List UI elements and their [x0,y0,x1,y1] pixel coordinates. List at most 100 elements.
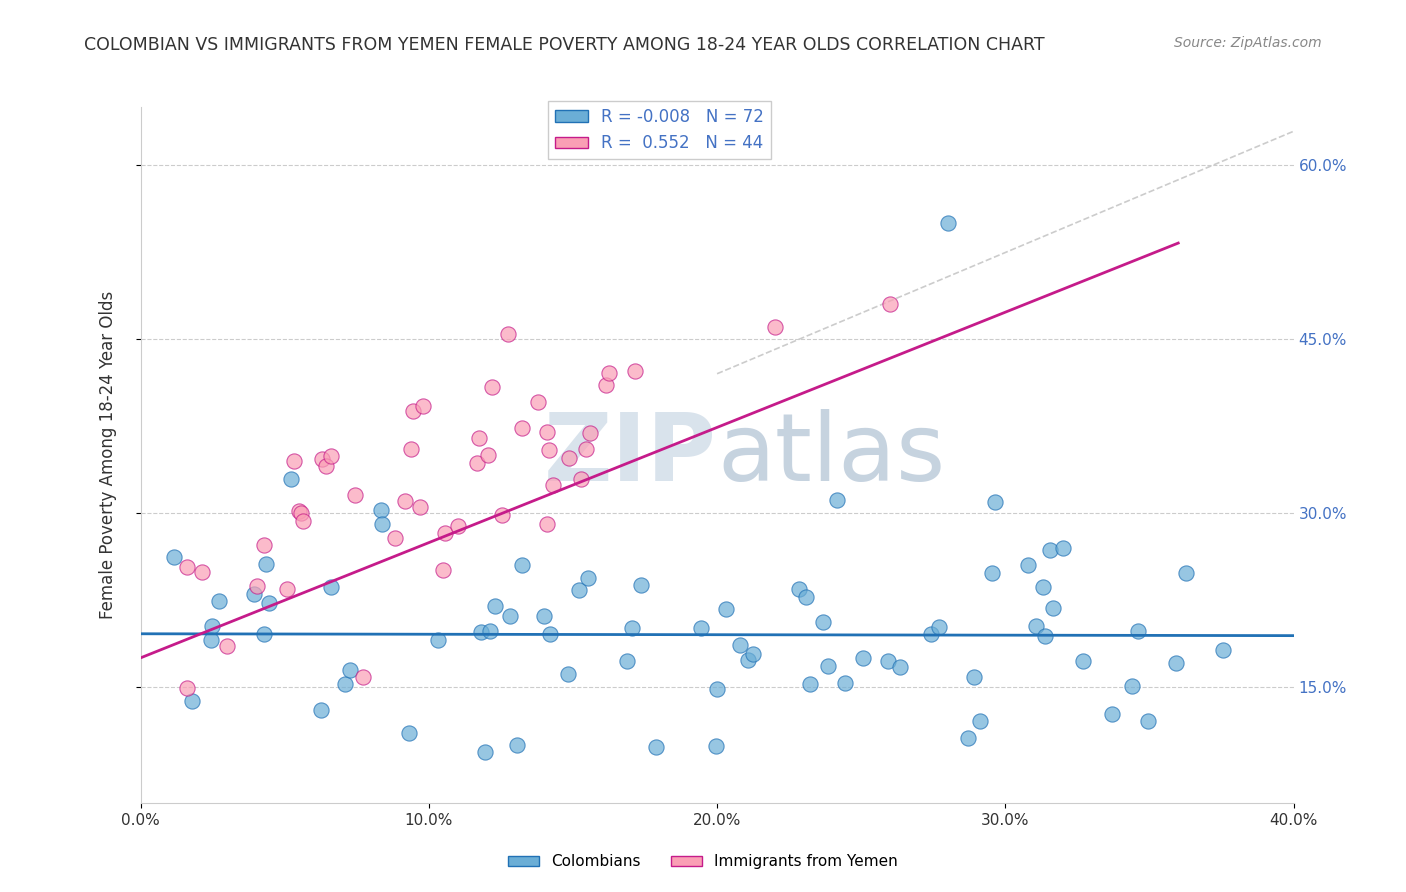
Immigrants from Yemen [432,563,454,577]
Text: ZIP: ZIP [544,409,717,501]
Colombians [510,558,533,573]
Colombians [1121,679,1143,693]
Colombians [936,216,959,230]
Colombians [963,670,986,684]
Colombians [254,557,277,571]
Immigrants from Yemen [176,560,198,574]
Colombians [319,580,342,594]
Immigrants from Yemen [498,326,520,341]
Colombians [714,601,737,615]
Colombians [704,739,727,753]
Colombians [787,582,810,596]
Colombians [706,682,728,697]
Colombians [1017,558,1039,573]
Immigrants from Yemen [879,297,901,311]
Colombians [484,599,506,613]
Immigrants from Yemen [538,443,561,458]
Colombians [257,596,280,610]
Colombians [180,694,202,708]
Immigrants from Yemen [291,514,314,528]
Immigrants from Yemen [623,364,645,378]
Colombians [339,663,361,677]
Colombians [728,638,751,652]
Colombians [956,731,979,745]
Colombians [200,633,222,648]
Colombians [1042,600,1064,615]
Immigrants from Yemen [595,378,617,392]
Immigrants from Yemen [311,452,333,467]
Immigrants from Yemen [558,450,581,465]
Colombians [645,739,668,754]
Colombians [335,677,357,691]
Immigrants from Yemen [491,508,513,523]
Colombians [470,624,492,639]
Colombians [1175,566,1198,580]
Colombians [1101,706,1123,721]
Colombians [280,472,302,486]
Colombians [253,626,276,640]
Immigrants from Yemen [315,459,337,474]
Immigrants from Yemen [399,442,422,456]
Colombians [479,624,502,639]
Colombians [243,587,266,601]
Immigrants from Yemen [481,380,503,394]
Immigrants from Yemen [176,681,198,695]
Immigrants from Yemen [763,320,786,334]
Immigrants from Yemen [352,669,374,683]
Y-axis label: Female Poverty Among 18-24 Year Olds: Female Poverty Among 18-24 Year Olds [98,291,117,619]
Colombians [1033,630,1056,644]
Immigrants from Yemen [191,565,214,579]
Immigrants from Yemen [394,494,416,508]
Immigrants from Yemen [510,421,533,435]
Immigrants from Yemen [569,472,592,486]
Immigrants from Yemen [215,639,238,653]
Immigrants from Yemen [319,449,342,463]
Colombians [1052,541,1074,555]
Colombians [630,578,652,592]
Text: Source: ZipAtlas.com: Source: ZipAtlas.com [1174,36,1322,50]
Colombians [799,677,821,691]
Colombians [621,621,644,635]
Colombians [737,653,759,667]
Immigrants from Yemen [343,488,366,502]
Colombians [309,703,332,717]
Colombians [983,494,1005,508]
Immigrants from Yemen [253,538,276,552]
Immigrants from Yemen [526,395,548,409]
Colombians [1128,624,1150,638]
Text: atlas: atlas [717,409,945,501]
Colombians [921,627,943,641]
Colombians [499,609,522,624]
Immigrants from Yemen [402,404,425,418]
Colombians [568,582,591,597]
Colombians [969,714,991,728]
Colombians [834,675,856,690]
Immigrants from Yemen [412,399,434,413]
Immigrants from Yemen [384,531,406,545]
Legend: Colombians, Immigrants from Yemen: Colombians, Immigrants from Yemen [502,848,904,875]
Colombians [1212,643,1234,657]
Immigrants from Yemen [578,425,600,440]
Colombians [928,620,950,634]
Immigrants from Yemen [290,506,312,520]
Colombians [474,745,496,759]
Colombians [538,627,561,641]
Colombians [852,651,875,665]
Immigrants from Yemen [283,453,305,467]
Legend: R = -0.008   N = 72, R =  0.552   N = 44: R = -0.008 N = 72, R = 0.552 N = 44 [548,102,770,159]
Colombians [370,516,392,531]
Colombians [1137,714,1160,728]
Colombians [877,654,900,668]
Colombians [690,621,713,635]
Immigrants from Yemen [287,504,309,518]
Immigrants from Yemen [446,518,468,533]
Immigrants from Yemen [276,582,298,596]
Colombians [1166,657,1188,671]
Immigrants from Yemen [433,526,456,541]
Immigrants from Yemen [536,425,558,439]
Immigrants from Yemen [465,456,488,470]
Colombians [1071,654,1094,668]
Text: COLOMBIAN VS IMMIGRANTS FROM YEMEN FEMALE POVERTY AMONG 18-24 YEAR OLDS CORRELAT: COLOMBIAN VS IMMIGRANTS FROM YEMEN FEMAL… [84,36,1045,54]
Colombians [616,654,638,668]
Colombians [557,667,579,681]
